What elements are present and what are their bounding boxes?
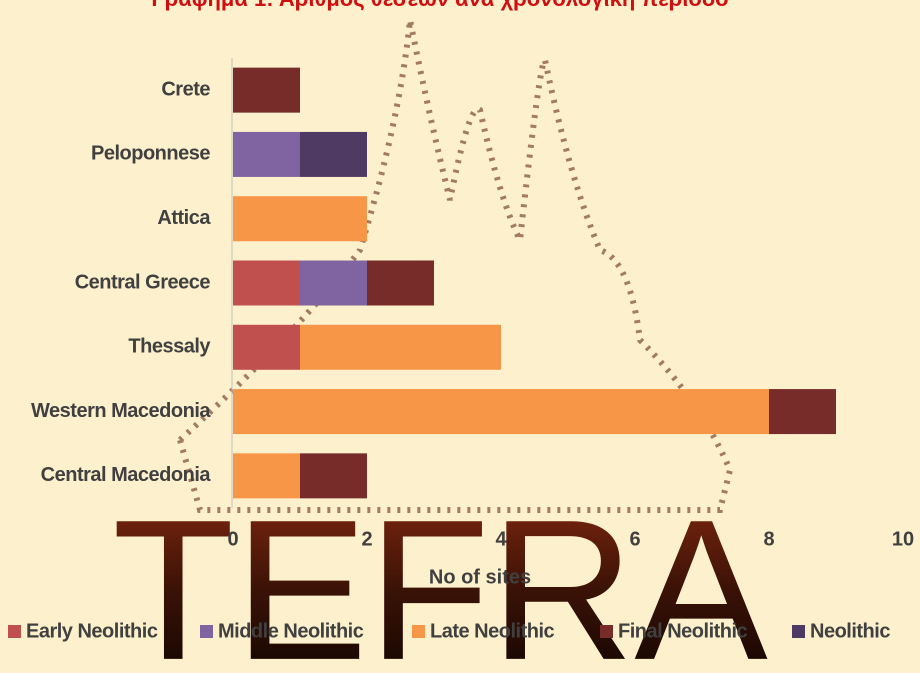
legend-swatch bbox=[792, 625, 805, 638]
bar-segment bbox=[300, 260, 367, 306]
legend-label: Early Neolithic bbox=[26, 620, 158, 642]
legend-label: Late Neolithic bbox=[430, 620, 555, 642]
bar-segment bbox=[233, 260, 300, 306]
bar-segment bbox=[233, 131, 300, 177]
bar-segment bbox=[769, 389, 836, 435]
bar-segment bbox=[233, 196, 367, 242]
x-tick-label: 4 bbox=[495, 528, 507, 550]
bar-segment bbox=[367, 260, 434, 306]
bar-segment bbox=[233, 67, 300, 113]
y-tick-label: Peloponnese bbox=[91, 143, 210, 165]
bar-segment bbox=[233, 453, 300, 499]
legend-swatch bbox=[600, 625, 613, 638]
y-tick-label: Attica bbox=[157, 207, 211, 229]
bar-segment bbox=[300, 324, 501, 370]
y-tick-label: Crete bbox=[161, 78, 210, 100]
legend-label: Middle Neolithic bbox=[218, 620, 364, 642]
x-tick-label: 6 bbox=[629, 528, 640, 550]
y-tick-label: Central Greece bbox=[75, 271, 211, 293]
legend-label: Neolithic bbox=[810, 620, 890, 642]
y-tick-label: Thessaly bbox=[128, 336, 211, 358]
bar-segment bbox=[233, 389, 769, 435]
y-tick-label: Western Macedonia bbox=[31, 400, 211, 422]
bar-segment bbox=[300, 131, 367, 177]
x-tick-label: 2 bbox=[361, 528, 372, 550]
chart-title: Γράφημα 1: Αριθμός θέσεων ανά χρονολογικ… bbox=[151, 0, 728, 11]
legend-label: Final Neolithic bbox=[618, 620, 748, 642]
bar-segment bbox=[300, 453, 367, 499]
y-tick-label: Central Macedonia bbox=[41, 464, 212, 486]
x-tick-label: 8 bbox=[763, 528, 774, 550]
bar-segment bbox=[233, 324, 300, 370]
background-decoration bbox=[176, 19, 734, 513]
legend-swatch bbox=[8, 625, 21, 638]
x-tick-label: 0 bbox=[227, 528, 238, 550]
x-tick-label: 10 bbox=[892, 528, 914, 550]
watermark: TEFRA bbox=[112, 479, 768, 673]
legend-swatch bbox=[200, 625, 213, 638]
legend-swatch bbox=[412, 625, 425, 638]
x-axis-label: No of sites bbox=[429, 566, 531, 588]
